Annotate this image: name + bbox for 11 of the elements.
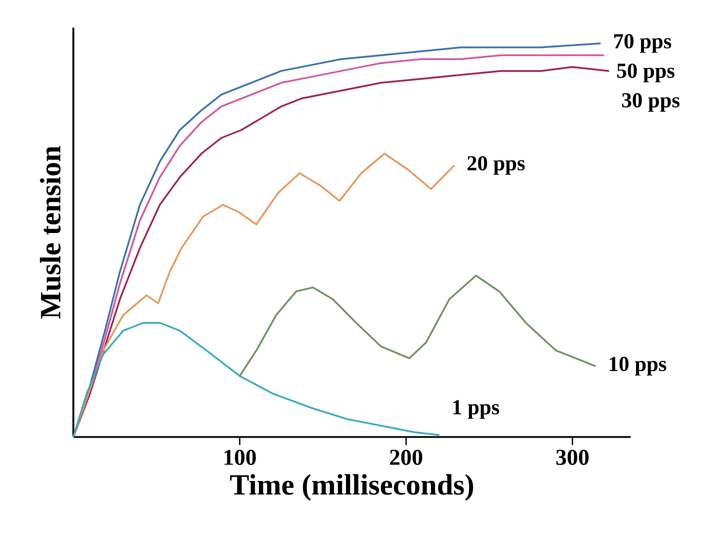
series-label: 30 pps [622,93,680,112]
series-label: 50 pps [617,64,674,82]
series-label: 70 pps [614,34,672,53]
x-axis-title: Time (milliseconds) [230,474,474,501]
y-axis-title: Musle tension [40,146,61,319]
series-label: 20 pps [467,156,525,175]
x-tick-label: 300 [556,450,589,466]
series-label: 1 pps [453,400,500,419]
x-tick-label: 200 [390,450,422,466]
series-label: 10 pps [610,356,666,376]
x-tick-label: 100 [224,450,256,466]
